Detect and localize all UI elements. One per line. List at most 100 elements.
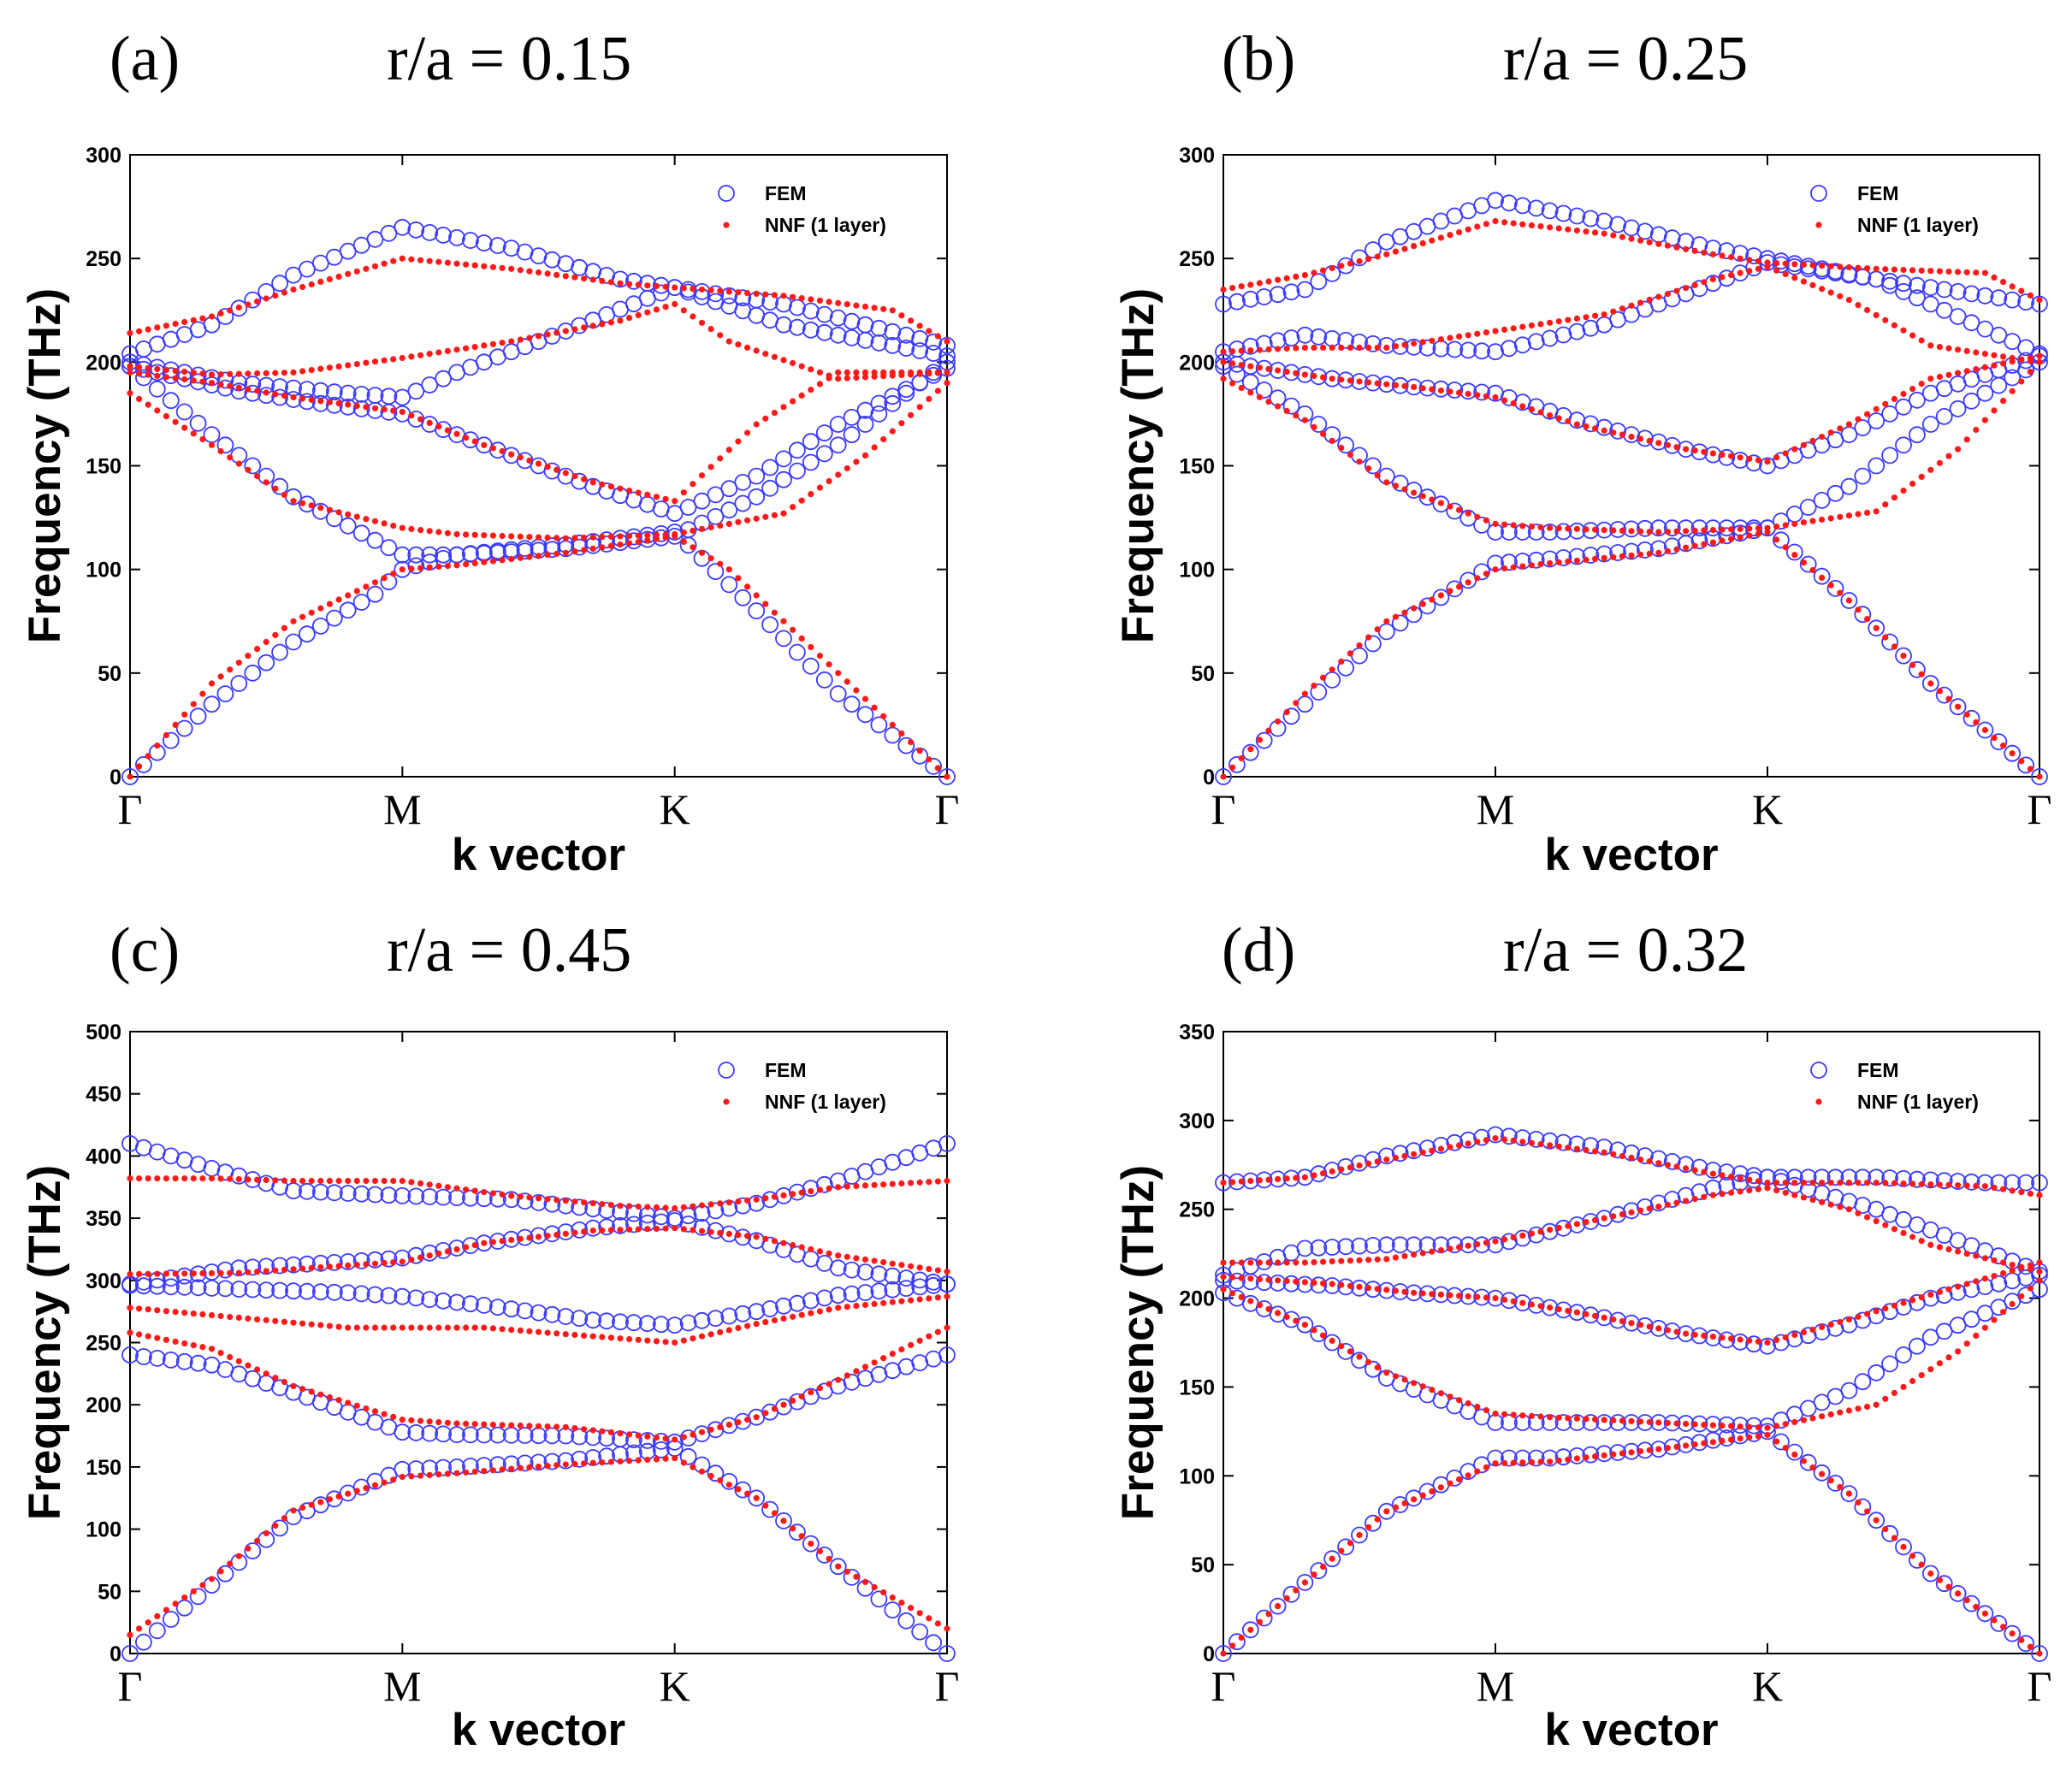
nnf-point <box>1338 344 1345 351</box>
nnf-point <box>908 317 915 324</box>
nnf-point <box>2027 1285 2034 1292</box>
fem-point <box>1745 1335 1763 1353</box>
fem-point <box>856 706 874 724</box>
nnf-point <box>1728 1189 1735 1196</box>
nnf-point <box>617 1203 624 1210</box>
nnf-point <box>853 302 860 309</box>
fem-point <box>2031 295 2048 313</box>
nnf-point <box>1401 341 1408 348</box>
fem-point <box>843 426 861 444</box>
nnf-point <box>898 371 905 379</box>
nnf-point <box>1501 326 1508 333</box>
nnf-point <box>1864 265 1871 272</box>
fem-point <box>775 316 792 334</box>
nnf-point <box>127 1175 133 1182</box>
nnf-point <box>1963 269 1970 275</box>
nnf-point <box>1565 1415 1572 1422</box>
nnf-point <box>725 447 732 453</box>
nnf-point <box>1764 524 1771 531</box>
fem-point <box>815 445 833 463</box>
nnf-point <box>127 369 133 376</box>
nnf-point <box>1945 1354 1952 1361</box>
nnf-point <box>554 1423 560 1430</box>
nnf-point <box>1873 265 1880 272</box>
nnf-point <box>1891 494 1897 501</box>
nnf-point <box>571 535 578 541</box>
nnf-point <box>1447 588 1453 595</box>
nnf-point <box>1655 240 1662 247</box>
nnf-point <box>235 1175 242 1183</box>
fem-point <box>1282 1169 1300 1187</box>
nnf-point <box>1800 519 1807 526</box>
nnf-point <box>299 395 306 402</box>
fem-point <box>571 538 589 556</box>
nnf-point <box>263 370 269 376</box>
fem-point <box>802 433 820 451</box>
nnf-point <box>1283 407 1290 414</box>
nnf-point <box>790 504 796 511</box>
x-tick-label: Γ <box>118 785 143 833</box>
nnf-point <box>1891 1302 1897 1309</box>
fem-point <box>707 1310 725 1327</box>
nnf-point <box>172 1175 179 1182</box>
fem-point <box>1418 1139 1436 1157</box>
nnf-point <box>1864 1403 1871 1411</box>
fem-point <box>1582 547 1600 564</box>
fem-point <box>2004 369 2022 387</box>
nnf-point <box>1356 1531 1363 1539</box>
nnf-point <box>1565 1222 1572 1229</box>
nnf-point <box>1918 1372 1925 1379</box>
nnf-point <box>272 391 279 398</box>
nnf-point <box>635 538 642 546</box>
nnf-point <box>1537 524 1544 531</box>
nnf-point <box>771 292 778 299</box>
nnf-point <box>1691 527 1698 535</box>
nnf-point <box>1945 345 1952 352</box>
fem-point <box>1215 1645 1232 1662</box>
nnf-point <box>581 1199 588 1206</box>
nnf-point <box>245 1176 252 1183</box>
nnf-point <box>517 1235 524 1242</box>
nnf-point <box>844 1253 850 1260</box>
nnf-point <box>1837 589 1844 596</box>
fem-point <box>1541 524 1559 541</box>
nnf-point <box>1764 259 1771 266</box>
fem-point <box>775 450 792 468</box>
nnf-point <box>581 476 588 482</box>
nnf-point <box>1293 273 1299 280</box>
nnf-point <box>898 730 905 737</box>
fem-point <box>1868 619 1886 637</box>
nnf-point <box>371 1482 379 1488</box>
nnf-point <box>690 481 696 488</box>
fem-point <box>734 1197 752 1215</box>
fem-point <box>516 1427 534 1444</box>
nnf-point <box>1510 564 1517 571</box>
nnf-point <box>735 518 742 525</box>
nnf-point <box>326 399 333 405</box>
fem-point <box>1446 340 1464 358</box>
nnf-point <box>381 1177 388 1185</box>
nnf-point <box>408 565 415 572</box>
nnf-point <box>916 370 923 377</box>
nnf-point <box>1855 1210 1862 1216</box>
fem-point <box>488 1456 506 1474</box>
nnf-point <box>908 1297 915 1304</box>
nnf-point <box>735 289 742 296</box>
nnf-point <box>1329 264 1335 272</box>
nnf-point <box>1664 1445 1671 1452</box>
nnf-point <box>2000 1186 2007 1192</box>
nnf-point <box>1936 1181 1943 1188</box>
nnf-point <box>1610 1213 1617 1220</box>
nnf-point <box>589 322 596 329</box>
nnf-point <box>1864 1214 1871 1221</box>
nnf-point <box>544 1423 551 1430</box>
nnf-point <box>1782 522 1789 529</box>
nnf-point <box>1755 457 1761 464</box>
nnf-point <box>1437 1291 1444 1298</box>
fem-point <box>938 1346 956 1364</box>
nnf-point <box>1628 1320 1635 1327</box>
nnf-point <box>1501 1459 1508 1466</box>
fem-point <box>911 329 929 347</box>
nnf-point <box>808 1245 814 1253</box>
nnf-point <box>1909 332 1916 339</box>
